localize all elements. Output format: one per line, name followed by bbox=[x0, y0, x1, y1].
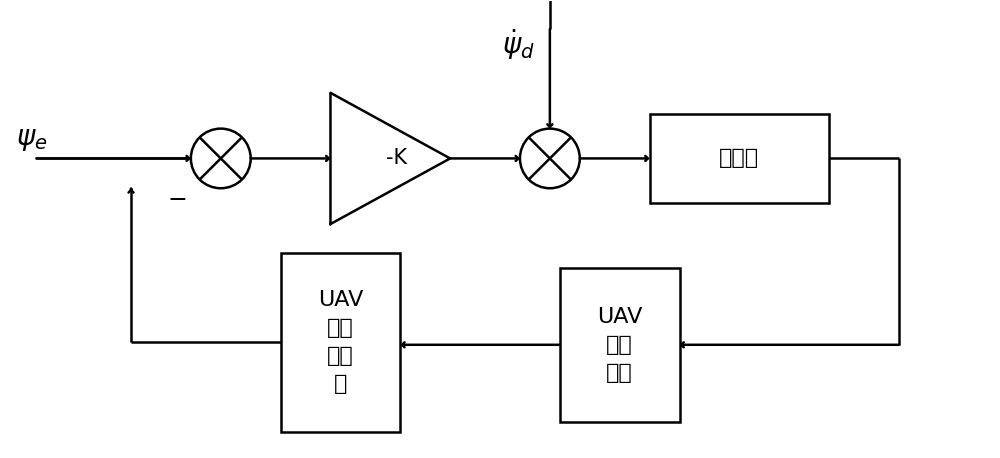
Text: $\dot{\psi}_d$: $\dot{\psi}_d$ bbox=[502, 27, 535, 62]
Text: -K: -K bbox=[386, 148, 407, 169]
Text: $-$: $-$ bbox=[167, 186, 186, 210]
Text: UAV
执行
机构: UAV 执行 机构 bbox=[597, 307, 642, 383]
Text: UAV
动力
学系
统: UAV 动力 学系 统 bbox=[318, 290, 363, 394]
Text: $\psi_e$: $\psi_e$ bbox=[16, 125, 48, 153]
Bar bbox=[281, 253, 400, 432]
Bar bbox=[650, 114, 829, 203]
Text: 动态逆: 动态逆 bbox=[719, 148, 759, 169]
Bar bbox=[560, 268, 680, 422]
